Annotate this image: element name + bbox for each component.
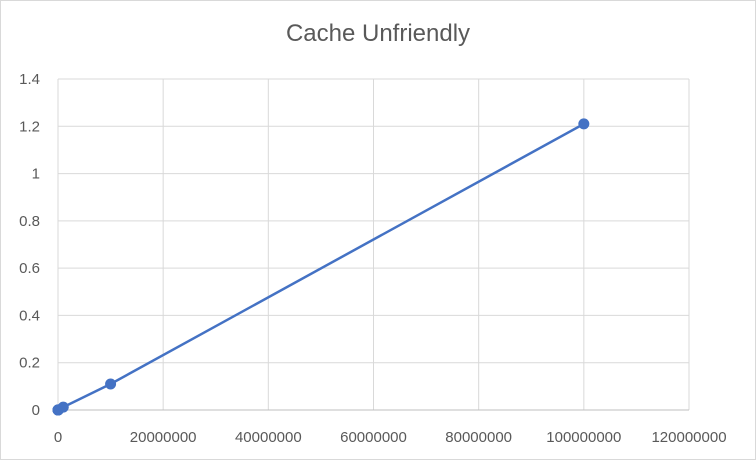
x-axis-tick-labels: 0 20000000 40000000 60000000 80000000 1000000… <box>54 429 727 446</box>
y-tick-label: 1.2 <box>19 118 40 135</box>
chart-title: Cache Unfriendly <box>285 20 471 47</box>
data-point <box>578 118 590 130</box>
x-tick-label: 0 <box>54 429 62 446</box>
gridlines <box>58 78 690 410</box>
x-tick-label: 100000000 <box>546 429 621 446</box>
series <box>52 118 590 416</box>
y-tick-label: 1.4 <box>19 71 40 88</box>
y-axis-tick-labels: 0 0.2 0.4 0.6 0.8 1 1.2 1.4 <box>19 71 40 419</box>
y-tick-label: 0 <box>32 402 40 419</box>
y-tick-label: 0.4 <box>19 307 40 324</box>
y-tick-label: 1 <box>32 166 40 183</box>
data-point <box>57 401 69 413</box>
series-line <box>56 122 585 412</box>
x-tick-label: 120000000 <box>651 429 726 446</box>
x-tick-label: 60000000 <box>340 429 407 446</box>
data-point <box>105 378 117 390</box>
y-tick-label: 0.6 <box>19 260 40 277</box>
x-tick-label: 20000000 <box>130 429 197 446</box>
y-tick-label: 0.8 <box>19 213 40 230</box>
y-tick-label: 0.2 <box>19 355 40 372</box>
x-tick-label: 40000000 <box>235 429 302 446</box>
x-tick-label: 80000000 <box>445 429 512 446</box>
axes <box>57 79 689 411</box>
